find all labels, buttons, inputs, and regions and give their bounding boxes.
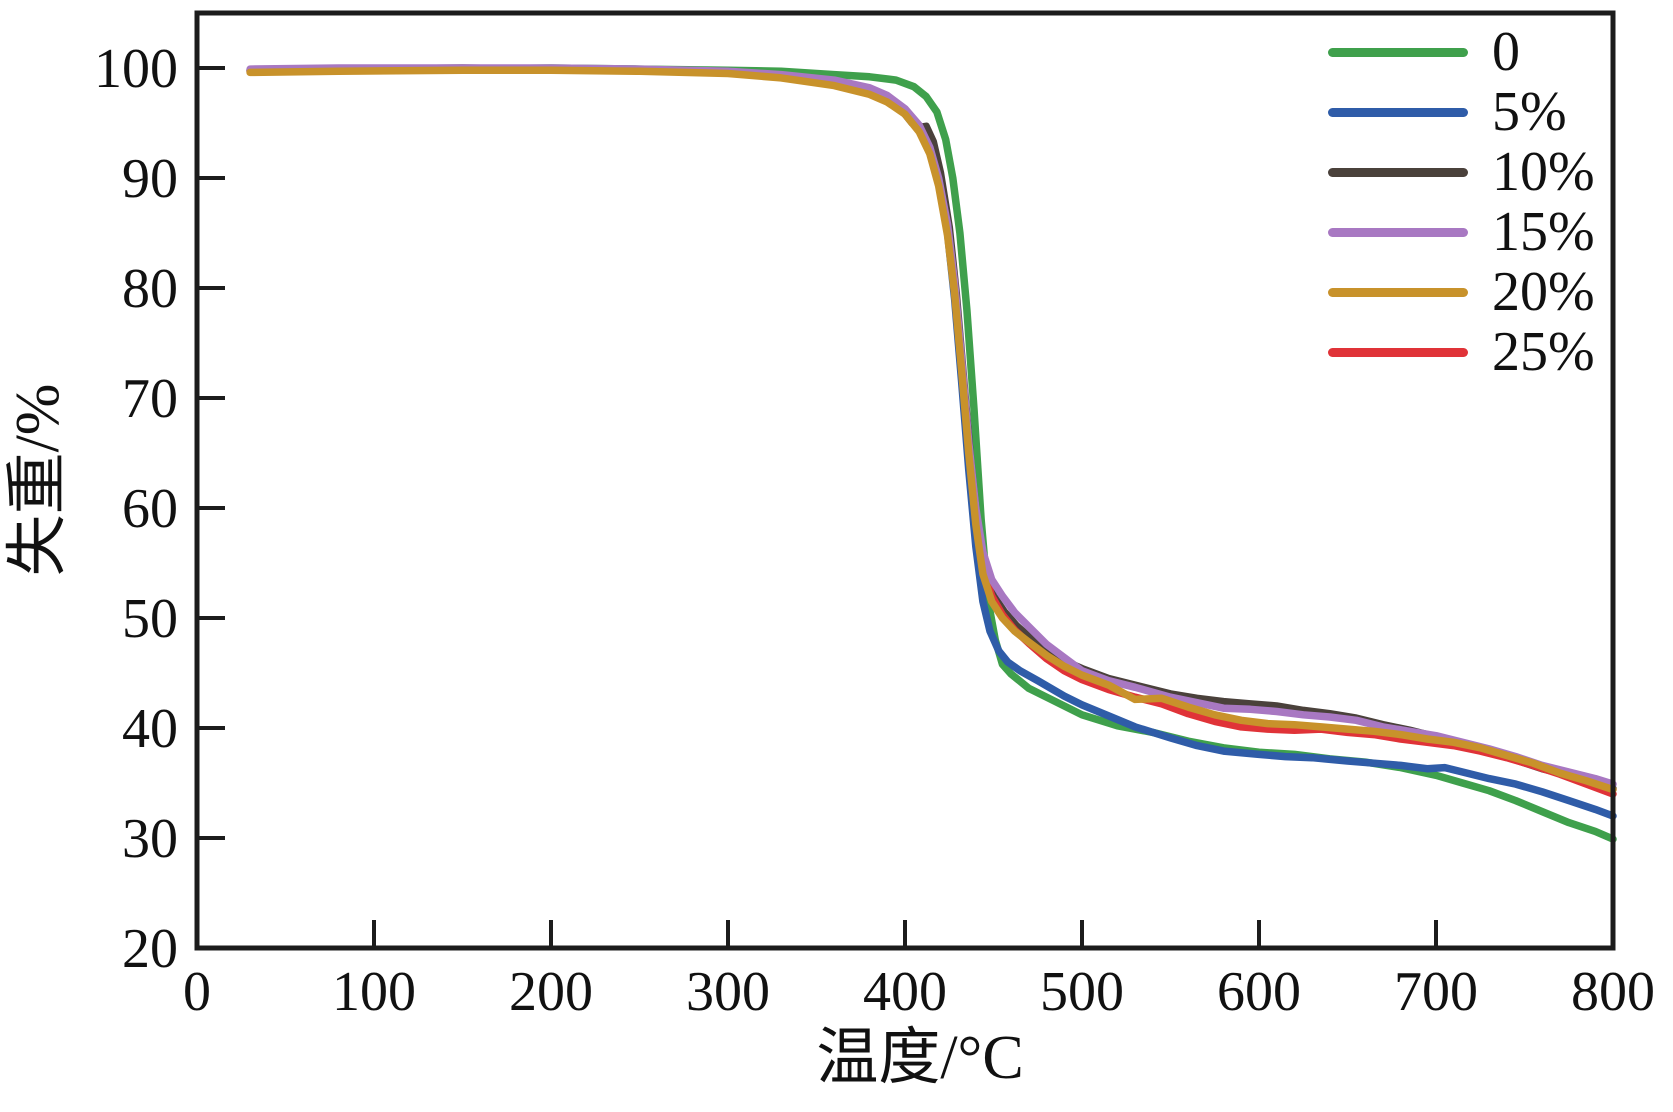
series-line-15%: [246, 64, 1617, 788]
x-tick-label: 700: [1394, 961, 1478, 1023]
legend-swatch-15%: [1328, 227, 1468, 237]
y-tick-label: 30: [122, 808, 178, 870]
legend-label-25%: 25%: [1492, 321, 1595, 383]
legend-label-5%: 5%: [1492, 81, 1567, 143]
legend-item-15%: 15%: [1328, 202, 1595, 262]
series-line-0: [246, 64, 1617, 843]
series-line-20%: [246, 66, 1617, 794]
legend-item-20%: 20%: [1328, 262, 1595, 322]
legend-swatch-20%: [1328, 287, 1468, 297]
legend-label-15%: 15%: [1492, 201, 1595, 263]
legend-label-20%: 20%: [1492, 261, 1595, 323]
legend-item-0: 0: [1328, 22, 1595, 82]
y-tick-label: 20: [122, 918, 178, 980]
x-tick-label: 100: [332, 961, 416, 1023]
y-tick-label: 100: [94, 38, 178, 100]
x-tick-label: 500: [1040, 961, 1124, 1023]
y-tick-label: 90: [122, 148, 178, 210]
legend-label-10%: 10%: [1492, 141, 1595, 203]
x-tick-label: 200: [509, 961, 593, 1023]
plot-border: [194, 10, 1616, 951]
x-axis-title: 温度/°C: [816, 1024, 1024, 1092]
legend-item-5%: 5%: [1328, 82, 1595, 142]
legend: 0 5% 10% 15% 20% 25%: [1328, 22, 1595, 382]
x-tick-label: 0: [183, 961, 211, 1023]
legend-item-25%: 25%: [1328, 322, 1595, 382]
x-tick-label: 800: [1571, 961, 1655, 1023]
y-tick-label: 40: [122, 698, 178, 760]
y-tick-label: 60: [122, 478, 178, 540]
y-axis-title: 失重/%: [4, 383, 72, 577]
legend-swatch-5%: [1328, 107, 1468, 117]
legend-item-10%: 10%: [1328, 142, 1595, 202]
legend-label-0: 0: [1492, 21, 1520, 83]
y-tick-label: 80: [122, 258, 178, 320]
y-tick-label: 70: [122, 368, 178, 430]
legend-swatch-0: [1328, 47, 1468, 57]
legend-swatch-25%: [1328, 347, 1468, 357]
x-tick-label: 300: [686, 961, 770, 1023]
x-tick-label: 600: [1217, 961, 1301, 1023]
y-tick-label: 50: [122, 588, 178, 650]
legend-swatch-10%: [1328, 167, 1468, 177]
x-tick-label: 400: [863, 961, 947, 1023]
